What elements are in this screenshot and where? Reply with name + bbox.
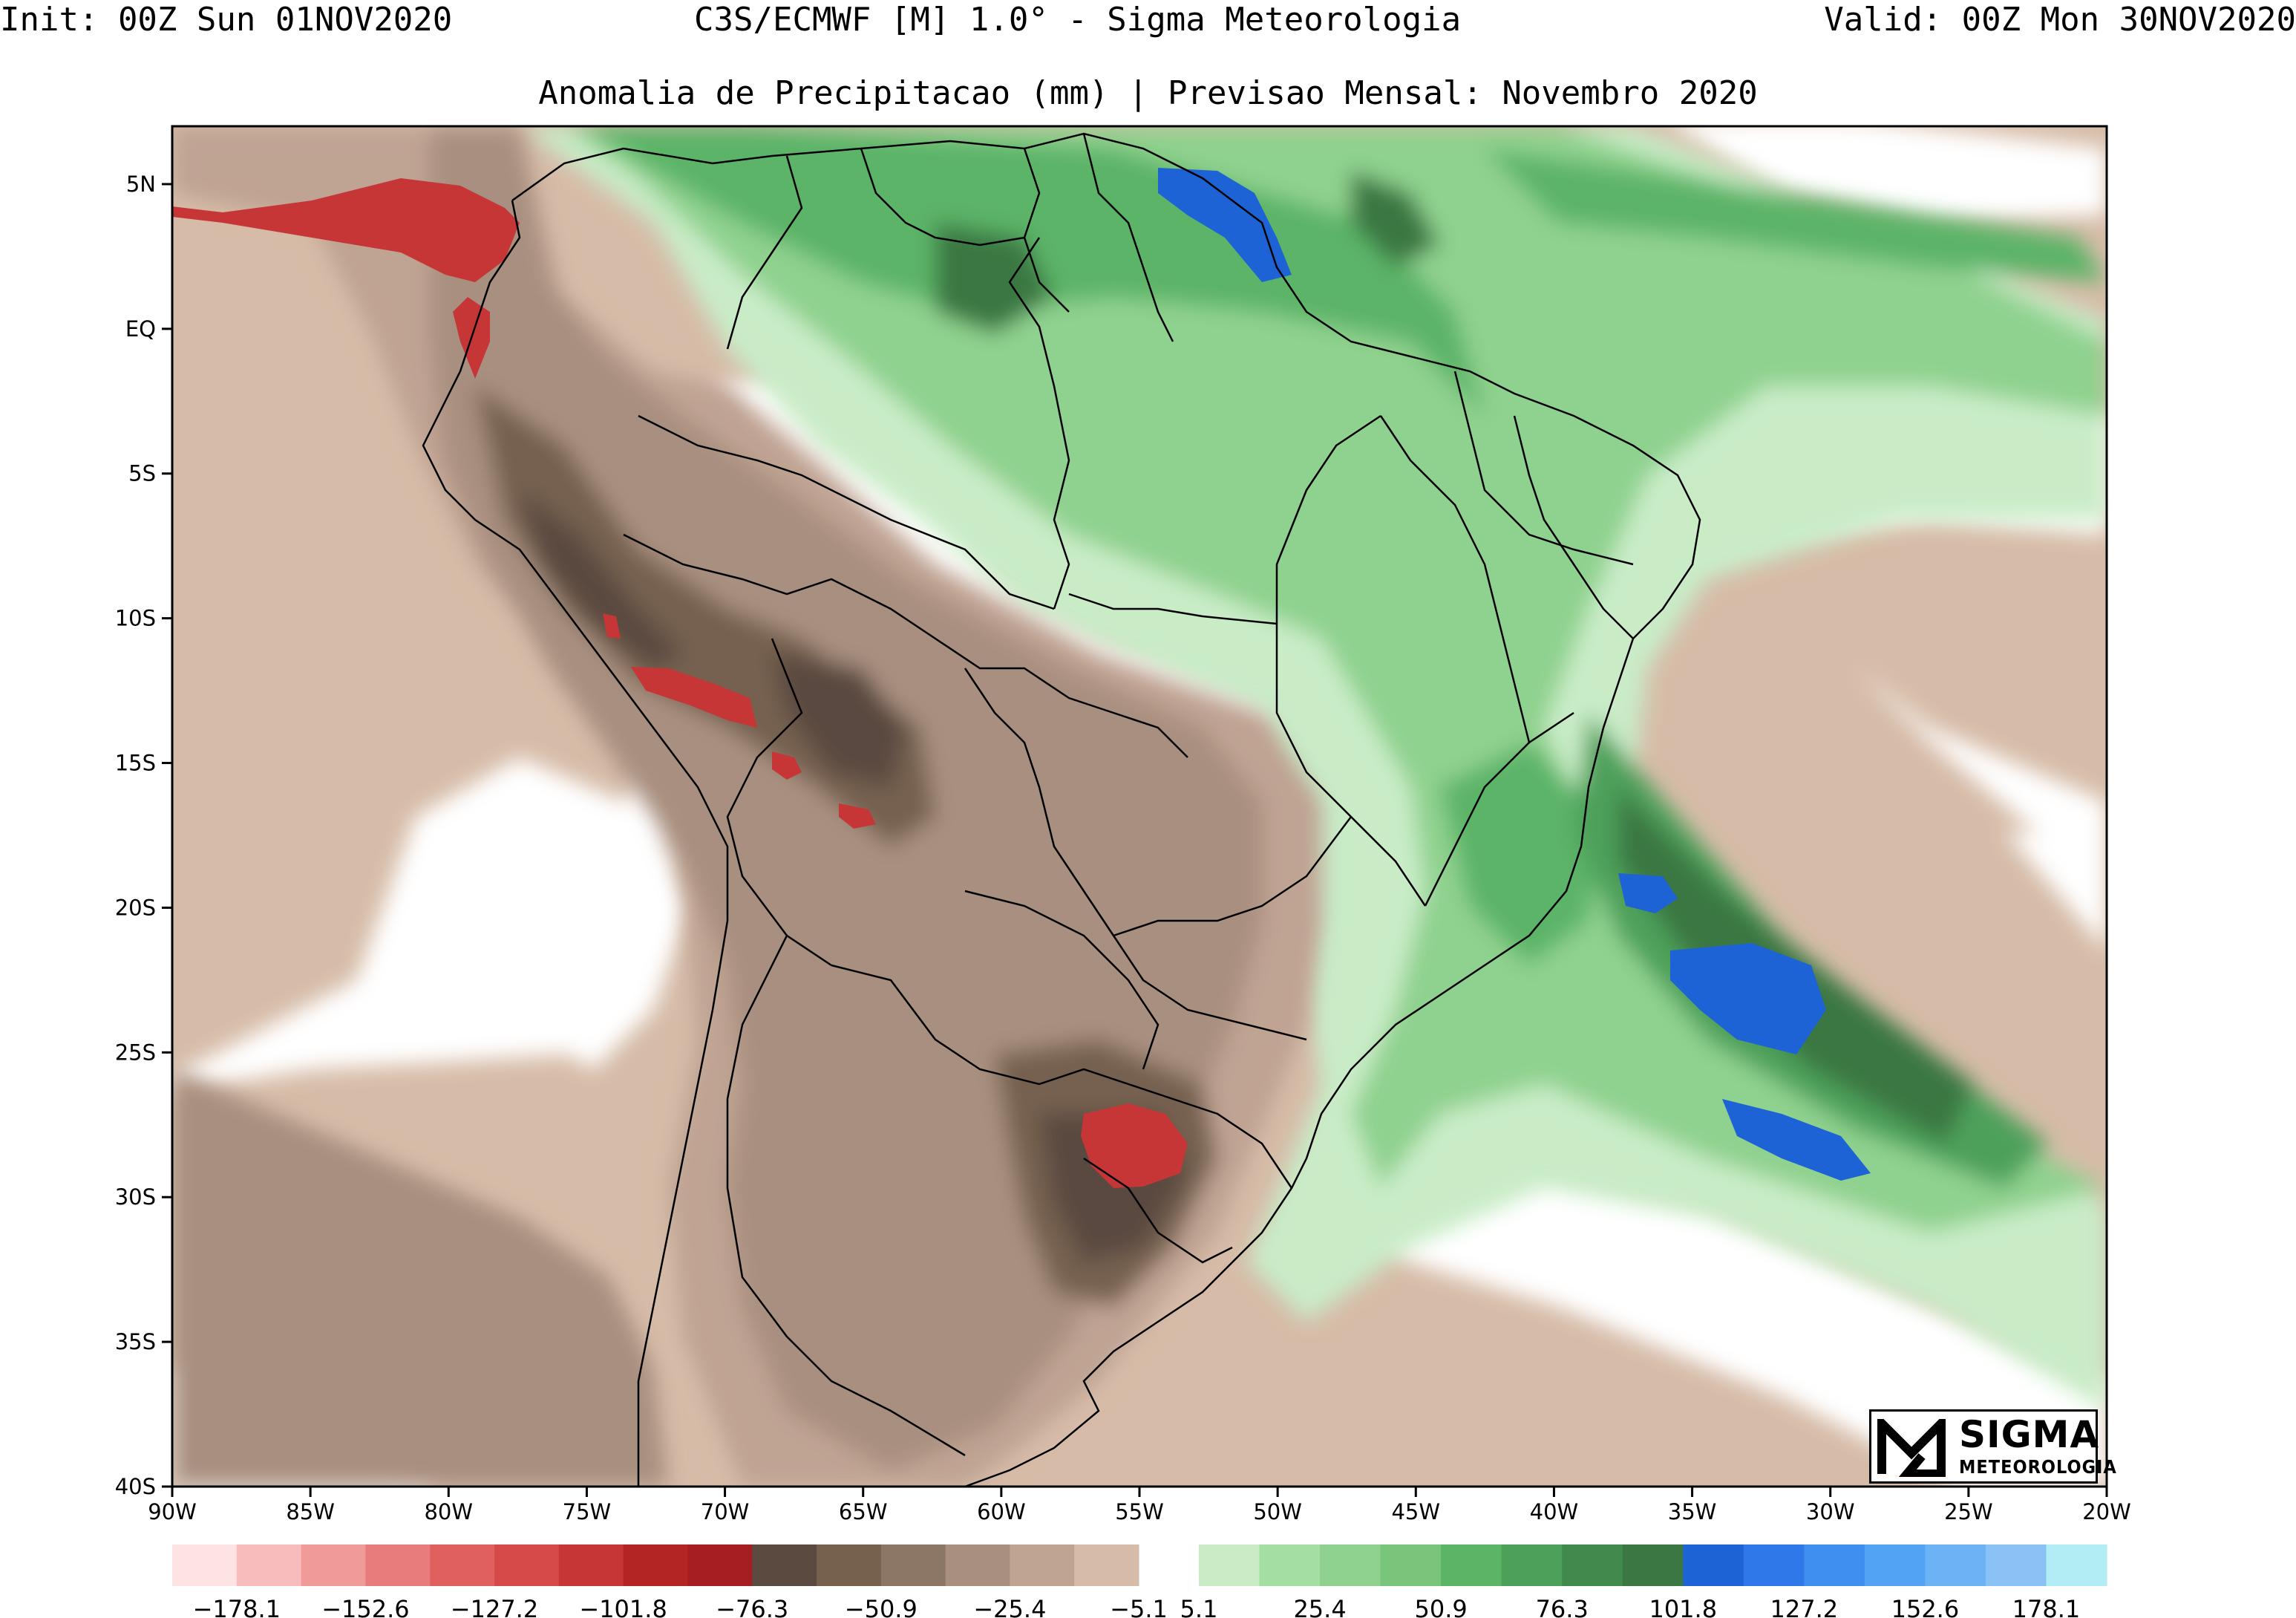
lon-tick-label: 30W [1806,1499,1855,1524]
positive-colorbar-swatch [1804,1544,1865,1586]
positive-colorbar-swatch [1925,1544,1986,1586]
colorbar: −178.1 −152.6 −127.2 −101.8 −76.3 −50.9 −25.4 −… [172,1544,2107,1618]
negative-colorbar-swatch [494,1544,560,1586]
lon-tick-label: 90W [148,1499,197,1524]
lat-tick-label: 10S [115,606,156,631]
positive-colorbar-swatch [1320,1544,1381,1586]
positive-colorbar-swatch [1683,1544,1744,1586]
logo-line1: SIGMA [1959,1413,2100,1456]
lat-tick-label: 5S [128,461,156,486]
negative-colorbar-swatch [687,1544,753,1586]
positive-colorbar-label: 50.9 [1415,1595,1468,1618]
lon-tick-label: 20W [2082,1499,2131,1524]
negative-colorbar-swatch [945,1544,1010,1586]
negative-colorbar-swatch [623,1544,688,1586]
strong-positive-cores [1158,168,1871,1181]
lat-tick-label: 25S [115,1040,156,1065]
sigma-logo-icon [1877,1419,1946,1477]
negative-colorbar-swatch [1074,1544,1139,1586]
negative-colorbar-swatch [1010,1544,1075,1586]
logo-line2: METEOROLOGIA [1959,1456,2117,1478]
positive-colorbar-label: 178.1 [2012,1595,2081,1618]
lon-tick-label: 65W [839,1499,888,1524]
longitude-axis: 90W 85W 80W 75W 70W 65W 60W 55W 50W 45W 40W 35W 30W 2… [148,1487,2131,1524]
negative-colorbar-swatch [236,1544,302,1586]
lon-tick-label: 80W [424,1499,473,1524]
sigma-logo: SIGMA METEOROLOGIA [1869,1409,2116,1484]
negative-colorbar-swatch [172,1544,238,1586]
positive-colorbar-swatch [1864,1544,1926,1586]
negative-colorbar-swatch [880,1544,946,1586]
positive-colorbar-swatch [1562,1544,1623,1586]
lat-tick-label: EQ [125,316,156,342]
positive-anomaly-field [520,126,2107,1411]
lon-tick-label: 70W [701,1499,750,1524]
negative-anomaly-field [172,126,1321,1487]
positive-colorbar-swatch [1501,1544,1563,1586]
negative-colorbar-swatch [817,1544,882,1586]
lon-tick-label: 50W [1253,1499,1302,1524]
negative-colorbar-label: −50.9 [845,1595,918,1618]
lat-tick-label: 35S [115,1329,156,1354]
positive-colorbar-swatch [1380,1544,1442,1586]
negative-colorbar-label: −101.8 [579,1595,667,1618]
negative-colorbar-swatch [752,1544,817,1586]
lon-tick-label: 55W [1115,1499,1164,1524]
lat-tick-label: 5N [126,172,156,197]
lon-tick-label: 45W [1391,1499,1440,1524]
negative-colorbar-swatch [365,1544,431,1586]
positive-colorbar-label: 25.4 [1293,1595,1346,1618]
south-america-coastline [422,200,729,1487]
negative-colorbar-label: −5.1 [1110,1595,1168,1618]
negative-colorbar-label: −152.6 [321,1595,409,1618]
lon-tick-label: 85W [286,1499,335,1524]
negative-colorbar-swatch [558,1544,624,1586]
negative-colorbar-label: −25.4 [973,1595,1046,1618]
negative-colorbar-label: −76.3 [716,1595,788,1618]
latitude-axis: 5N EQ 5S 10S 15S 20S 25S 30S 35S 40S [115,172,172,1499]
positive-colorbar-swatch [2046,1544,2107,1586]
coastlines-borders [422,132,1701,1488]
negative-colorbar-label: −127.2 [451,1595,538,1618]
positive-colorbar-swatch [1441,1544,1502,1586]
lat-tick-label: 40S [115,1474,156,1499]
lon-tick-label: 35W [1668,1499,1717,1524]
positive-colorbar-swatch [1259,1544,1321,1586]
positive-colorbar-label: 101.8 [1649,1595,1717,1618]
model-label: C3S/ECMWF [M] 1.0° - Sigma Meteorologia [694,1,1462,39]
positive-colorbar-label: 152.6 [1891,1595,1960,1618]
init-time-label: Init: 00Z Sun 01NOV2020 [0,1,453,39]
lon-tick-label: 40W [1530,1499,1579,1524]
lon-tick-label: 60W [977,1499,1026,1524]
lat-tick-label: 20S [115,895,156,920]
anomaly-field [172,126,2107,1487]
lon-tick-label: 25W [1944,1499,1993,1524]
map-title: Anomalia de Precipitacao (mm) | Previsao… [538,74,1758,112]
lat-tick-label: 30S [115,1184,156,1210]
negative-colorbar-label: −178.1 [193,1595,281,1618]
lat-tick-label: 15S [115,751,156,776]
negative-colorbar-swatch [430,1544,495,1586]
valid-time-label: Valid: 00Z Mon 30NOV2020 [1824,1,2296,39]
lon-tick-label: 75W [563,1499,612,1524]
positive-colorbar-swatch [1985,1544,2047,1586]
positive-colorbar-swatch [1743,1544,1805,1586]
positive-colorbar-label: 127.2 [1770,1595,1839,1618]
positive-colorbar-swatch [1622,1544,1684,1586]
positive-colorbar-label: 76.3 [1536,1595,1589,1618]
positive-colorbar-swatch [1199,1544,1260,1586]
positive-colorbar-label: 5.1 [1180,1595,1218,1618]
negative-colorbar-swatch [301,1544,366,1586]
